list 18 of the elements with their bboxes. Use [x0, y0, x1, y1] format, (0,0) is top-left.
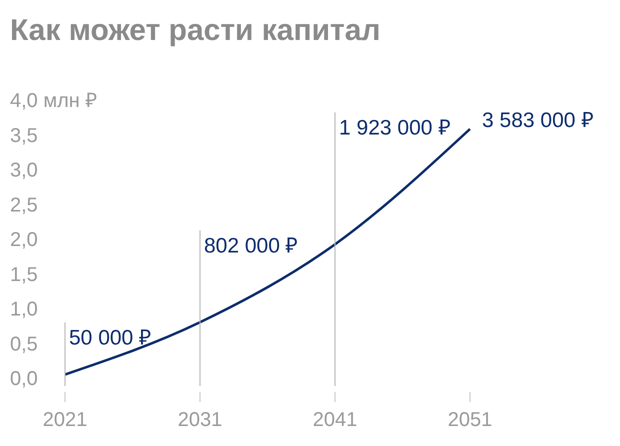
y-tick-label: 0,5: [10, 333, 38, 356]
x-tick-label: 2041: [312, 409, 358, 431]
y-tick-label: 2,5: [10, 194, 38, 216]
chart-title: Как может расти капитал: [10, 14, 380, 47]
annotation: 50 000 ₽: [69, 326, 152, 350]
y-tick-label: 1,0: [10, 298, 38, 320]
y-tick-label: 2,0: [10, 229, 38, 251]
x-tick-label: 2021: [42, 409, 88, 431]
y-tick-label: 3,0: [10, 160, 38, 182]
y-tick-label: 0,0: [10, 368, 38, 390]
y-tick-label: 4,0 млн ₽: [10, 90, 98, 112]
x-tick-label: 2051: [448, 409, 492, 431]
annotation: 1 923 000 ₽: [339, 116, 450, 140]
text: 3 583 000 ₽: [482, 108, 594, 132]
y-tick-label: 3,5: [10, 124, 38, 147]
x-tick-label: 2031: [178, 409, 222, 431]
y-tick-label: 1,5: [10, 264, 38, 286]
annotation: 802 000 ₽: [204, 234, 298, 258]
